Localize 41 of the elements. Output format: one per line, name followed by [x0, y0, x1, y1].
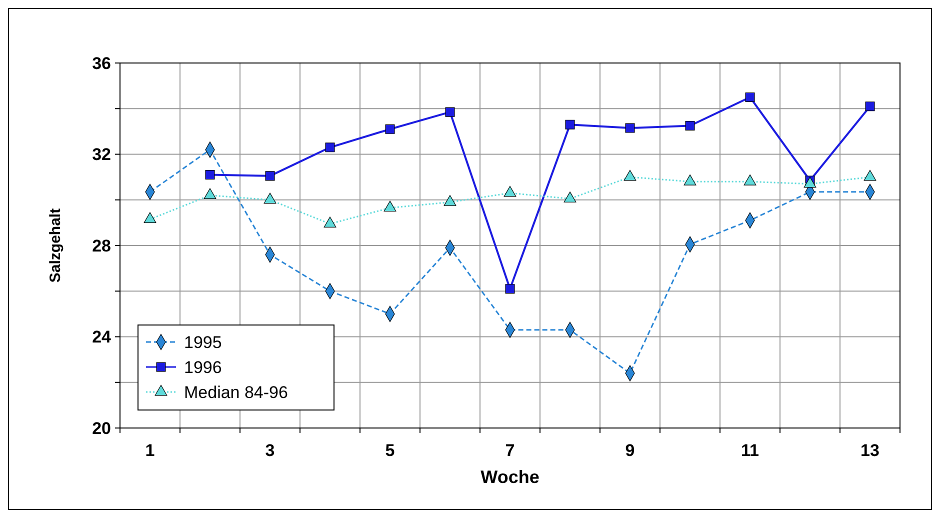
y-tick-label: 32	[92, 145, 111, 164]
x-tick-label: 7	[505, 441, 515, 460]
y-axis-title: Salzgehalt	[47, 208, 64, 283]
x-tick-label: 5	[385, 441, 395, 460]
legend-label: Median 84-96	[184, 382, 288, 402]
point	[325, 142, 335, 152]
point	[565, 120, 575, 130]
legend-label: 1995	[184, 332, 222, 352]
point	[205, 170, 215, 180]
point	[865, 102, 875, 112]
point	[625, 123, 635, 133]
x-axis-title: Woche	[480, 467, 540, 487]
y-tick-label: 20	[92, 418, 111, 438]
x-tick-label: 11	[741, 441, 759, 460]
point	[684, 174, 696, 186]
point	[804, 176, 816, 188]
point	[385, 124, 395, 134]
point	[744, 174, 756, 186]
point	[204, 188, 216, 200]
y-tick-label: 36	[92, 54, 111, 73]
point	[745, 92, 755, 102]
point	[624, 170, 636, 181]
point	[264, 192, 276, 204]
point	[505, 284, 515, 294]
point	[864, 170, 876, 181]
point	[564, 192, 576, 202]
x-tick-label: 9	[625, 441, 635, 460]
x-tick-label: 3	[265, 441, 275, 460]
point	[445, 107, 455, 117]
point	[685, 120, 695, 131]
point	[444, 195, 456, 206]
x-tick-label: 1	[145, 441, 155, 460]
y-tick-label: 24	[92, 328, 112, 347]
point	[324, 216, 336, 228]
point	[384, 200, 396, 212]
y-tick-label: 28	[92, 236, 111, 256]
legend-label: 1996	[184, 358, 222, 377]
point	[144, 212, 156, 223]
point	[504, 186, 516, 197]
x-tick-label: 13	[860, 441, 880, 460]
point	[265, 171, 275, 181]
